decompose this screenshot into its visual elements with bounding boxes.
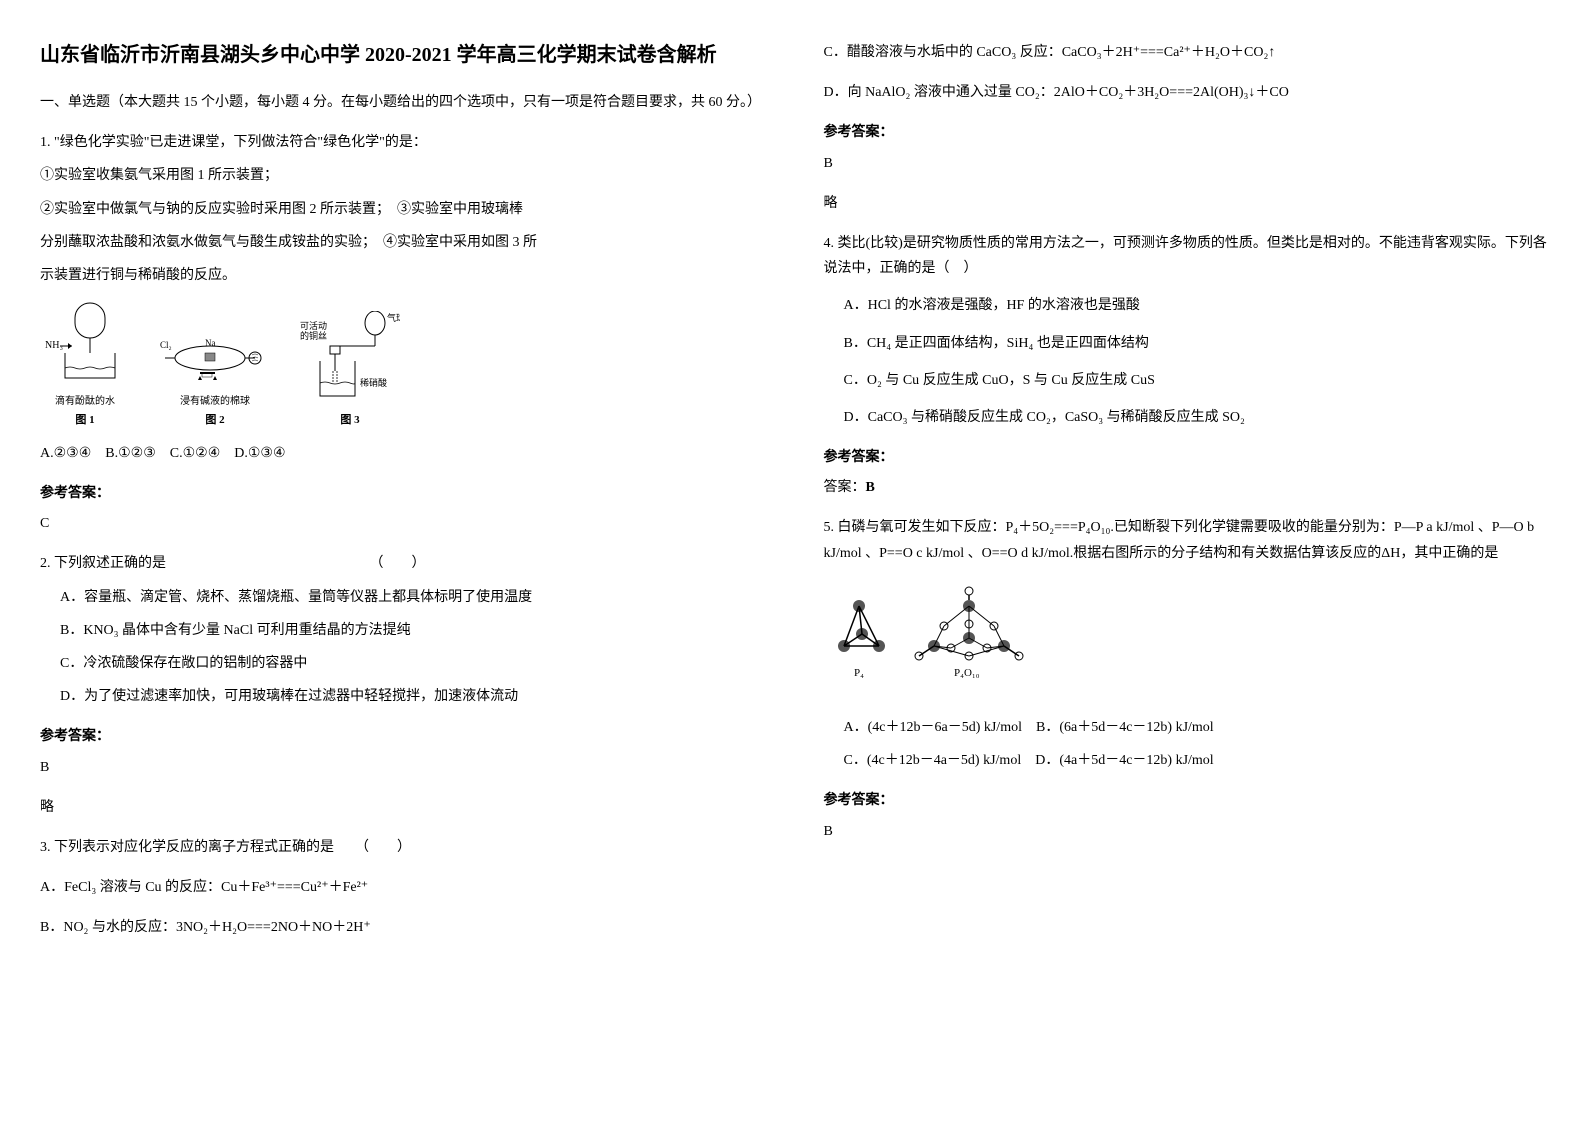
fig2-svg: Cl₂ Na — [160, 318, 270, 388]
fig1-caption: 图 1 — [75, 411, 94, 431]
q2-paren: （ ） — [370, 556, 426, 571]
section-header: 一、单选题（本大题共 15 个小题，每小题 4 分。在每小题给出的四个选项中，只… — [40, 90, 764, 115]
left-column: 山东省临沂市沂南县湖头乡中心中学 2020-2021 学年高三化学期末试卷含解析… — [40, 40, 764, 956]
q3-answer: B — [824, 151, 1548, 176]
q5-optCD: C．(4c＋12b－4a－5d) kJ/mol D．(4a＋5d－4c－12b)… — [844, 748, 1548, 773]
q3-optC: C．醋酸溶液与水垢中的 CaCO₃ 反应：CaCO₃＋2H⁺===Ca²⁺＋H₂… — [824, 40, 1548, 65]
question-1: 1. "绿色化学实验"已走进课堂，下列做法符合"绿色化学"的是： ①实验室收集氨… — [40, 130, 764, 466]
fig3-wire-label2: 的铜丝 — [300, 330, 327, 341]
fig3-wire-label: 可活动 — [300, 320, 327, 331]
fig2-caption: 图 2 — [205, 411, 224, 431]
q4-optB: B．CH₄ 是正四面体结构，SiH₄ 也是正四面体结构 — [844, 331, 1548, 356]
p4-molecule: P₄ — [838, 600, 885, 679]
q5-optAB: A．(4c＋12b－6a－5d) kJ/mol B．(6a＋5d－4c－12b)… — [844, 715, 1548, 740]
fig1-svg: NH₃ — [40, 298, 130, 388]
q2-optC: C．冷浓硫酸保存在敞口的铝制的容器中 — [60, 651, 764, 676]
q4-stem: 4. 类比(比较)是研究物质性质的常用方法之一，可预测许多物质的性质。但类比是相… — [824, 231, 1548, 281]
fig3-balloon-label: 气球 — [387, 312, 400, 323]
q2-stem: 2. 下列叙述正确的是 （ ） — [40, 551, 764, 576]
q1-choices: A.②③④ B.①②③ C.①②④ D.①③④ — [40, 441, 764, 466]
fig2-cl2-label: Cl₂ — [160, 340, 172, 350]
fig2-na-label: Na — [205, 338, 216, 348]
question-4: 4. 类比(比较)是研究物质性质的常用方法之一，可预测许多物质的性质。但类比是相… — [824, 231, 1548, 430]
p4-label: P₄ — [854, 667, 864, 679]
q4-answer: 答案：B — [824, 475, 1548, 500]
q1-line4: 示装置进行铜与稀硝酸的反应。 — [40, 263, 764, 288]
question-3: 3. 下列表示对应化学反应的离子方程式正确的是 （ ） A．FeCl₃ 溶液与 … — [40, 835, 764, 941]
q2-optB: B．KNO₃ 晶体中含有少量 NaCl 可利用重结晶的方法提纯 — [60, 618, 764, 643]
q5-svg: P₄ — [824, 576, 1044, 696]
q1-line1: ①实验室收集氨气采用图 1 所示装置； — [40, 163, 764, 188]
q4-optA: A．HCl 的水溶液是强酸，HF 的水溶液也是强酸 — [844, 293, 1548, 318]
q4-answer-label: 参考答案： — [824, 445, 1548, 470]
q3-optA: A．FeCl₃ 溶液与 Cu 的反应：Cu＋Fe³⁺===Cu²⁺＋Fe²⁺ — [40, 875, 764, 900]
q1-answer-label: 参考答案： — [40, 481, 764, 506]
p4o10-label: P₄O₁₀ — [954, 667, 980, 679]
q1-line3: 分别蘸取浓盐酸和浓氨水做氨气与酸生成铵盐的实验； ④实验室中采用如图 3 所 — [40, 230, 764, 255]
q5-answer-label: 参考答案： — [824, 788, 1548, 813]
fig3-acid-label: 稀硝酸 — [360, 377, 387, 388]
q1-figures: NH₃ 滴有酚酞的水 图 1 — [40, 298, 764, 431]
q4-options: A．HCl 的水溶液是强酸，HF 的水溶液也是强酸 B．CH₄ 是正四面体结构，… — [844, 293, 1548, 430]
fig1-water-label: 滴有酚酞的水 — [55, 393, 115, 411]
fig3-svg: 可活动 的铜丝 气球 稀硝酸 — [300, 311, 400, 406]
right-column: C．醋酸溶液与水垢中的 CaCO₃ 反应：CaCO₃＋2H⁺===Ca²⁺＋H₂… — [824, 40, 1548, 956]
q5-stem: 5. 白磷与氧可发生如下反应：P₄＋5O₂===P₄O₁₀.已知断裂下列化学键需… — [824, 515, 1548, 565]
q3-optD: D．向 NaAlO₂ 溶液中通入过量 CO₂：2AlO＋CO₂＋3H₂O===2… — [824, 80, 1548, 105]
fig3-caption: 图 3 — [340, 411, 359, 431]
q3-stem: 3. 下列表示对应化学反应的离子方程式正确的是 （ ） — [40, 835, 764, 860]
q5-figure: P₄ — [824, 576, 1548, 705]
figure-3: 可活动 的铜丝 气球 稀硝酸 图 3 — [300, 311, 400, 431]
question-5: 5. 白磷与氧可发生如下反应：P₄＋5O₂===P₄O₁₀.已知断裂下列化学键需… — [824, 515, 1548, 773]
figure-1: NH₃ 滴有酚酞的水 图 1 — [40, 298, 130, 431]
fig2-cotton-label: 浸有碱液的棉球 — [180, 393, 250, 411]
q4-optD: D．CaCO₃ 与稀硝酸反应生成 CO₂，CaSO₃ 与稀硝酸反应生成 SO₂ — [844, 405, 1548, 430]
q2-optA: A．容量瓶、滴定管、烧杯、蒸馏烧瓶、量筒等仪器上都具体标明了使用温度 — [60, 585, 764, 610]
q4-answer-prefix: 答案： — [824, 480, 866, 495]
q2-answer-label: 参考答案： — [40, 724, 764, 749]
q5-answer: B — [824, 819, 1548, 844]
q2-options: A．容量瓶、滴定管、烧杯、蒸馏烧瓶、量筒等仪器上都具体标明了使用温度 B．KNO… — [60, 585, 764, 710]
q3-omit: 略 — [824, 191, 1548, 216]
p4o10-molecule: P₄O₁₀ — [915, 587, 1023, 679]
q3-answer-label: 参考答案： — [824, 120, 1548, 145]
q2-optD: D．为了使过滤速率加快，可用玻璃棒在过滤器中轻轻搅拌，加速液体流动 — [60, 684, 764, 709]
q4-answer-value: B — [866, 480, 875, 495]
q2-stem-text: 2. 下列叙述正确的是 — [40, 556, 166, 571]
q4-optC: C．O₂ 与 Cu 反应生成 CuO，S 与 Cu 反应生成 CuS — [844, 368, 1548, 393]
q1-stem: 1. "绿色化学实验"已走进课堂，下列做法符合"绿色化学"的是： — [40, 130, 764, 155]
figure-2: Cl₂ Na 浸有碱液的棉球 图 2 — [160, 318, 270, 431]
q1-answer: C — [40, 511, 764, 536]
q2-answer: B — [40, 755, 764, 780]
q1-line2: ②实验室中做氯气与钠的反应实验时采用图 2 所示装置； ③实验室中用玻璃棒 — [40, 197, 764, 222]
q2-omit: 略 — [40, 795, 764, 820]
exam-title: 山东省临沂市沂南县湖头乡中心中学 2020-2021 学年高三化学期末试卷含解析 — [40, 40, 764, 70]
q3-optB: B．NO₂ 与水的反应：3NO₂＋H₂O===2NO＋NO＋2H⁺ — [40, 915, 764, 940]
question-2: 2. 下列叙述正确的是 （ ） A．容量瓶、滴定管、烧杯、蒸馏烧瓶、量筒等仪器上… — [40, 551, 764, 709]
